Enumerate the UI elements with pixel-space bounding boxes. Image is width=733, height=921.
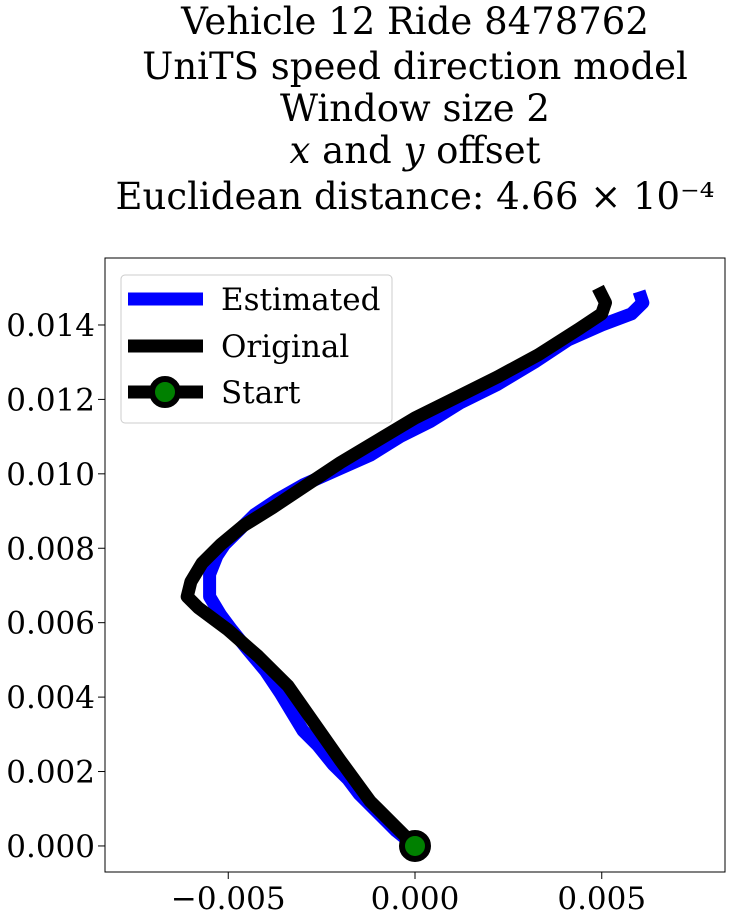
title-line: UniTS speed direction model xyxy=(142,45,688,88)
y-tick-label: 0.002 xyxy=(6,755,95,791)
axes-frame xyxy=(104,257,726,873)
legend-label: Start xyxy=(221,375,301,411)
plot-area xyxy=(180,284,650,862)
title-line: Euclidean distance: 4.66 × 10⁻⁴ xyxy=(116,175,715,218)
x-axis-ticks: −0.005 0.000 0.005 xyxy=(171,872,646,917)
y-tick-label: 0.000 xyxy=(6,829,95,865)
start-marker xyxy=(399,829,431,862)
y-tick-label: 0.012 xyxy=(6,382,95,418)
title-line: Window size 2 xyxy=(280,87,550,130)
legend-start-marker xyxy=(149,376,181,408)
y-tick-label: 0.006 xyxy=(6,606,95,642)
legend-label: Original xyxy=(221,329,349,365)
y-tick-label: 0.010 xyxy=(6,457,95,493)
x-tick-label: 0.005 xyxy=(557,881,646,917)
y-tick-label: 0.004 xyxy=(6,680,95,716)
y-tick-label: 0.008 xyxy=(6,531,95,567)
title-line: 𝑥 and 𝑦 offset xyxy=(290,129,541,172)
x-tick-label: 0.000 xyxy=(371,881,460,917)
y-axis-ticks: 0.000 0.002 0.004 0.006 0.008 0.010 0.012 0.014 xyxy=(6,308,105,865)
legend: Estimated Original Start xyxy=(120,274,393,424)
y-tick-label: 0.014 xyxy=(6,308,95,344)
legend-label: Estimated xyxy=(221,282,380,318)
title-line: Vehicle 12 Ride 8478762 xyxy=(180,0,649,43)
series-line-original xyxy=(180,284,612,851)
x-tick-label: −0.005 xyxy=(171,881,286,917)
